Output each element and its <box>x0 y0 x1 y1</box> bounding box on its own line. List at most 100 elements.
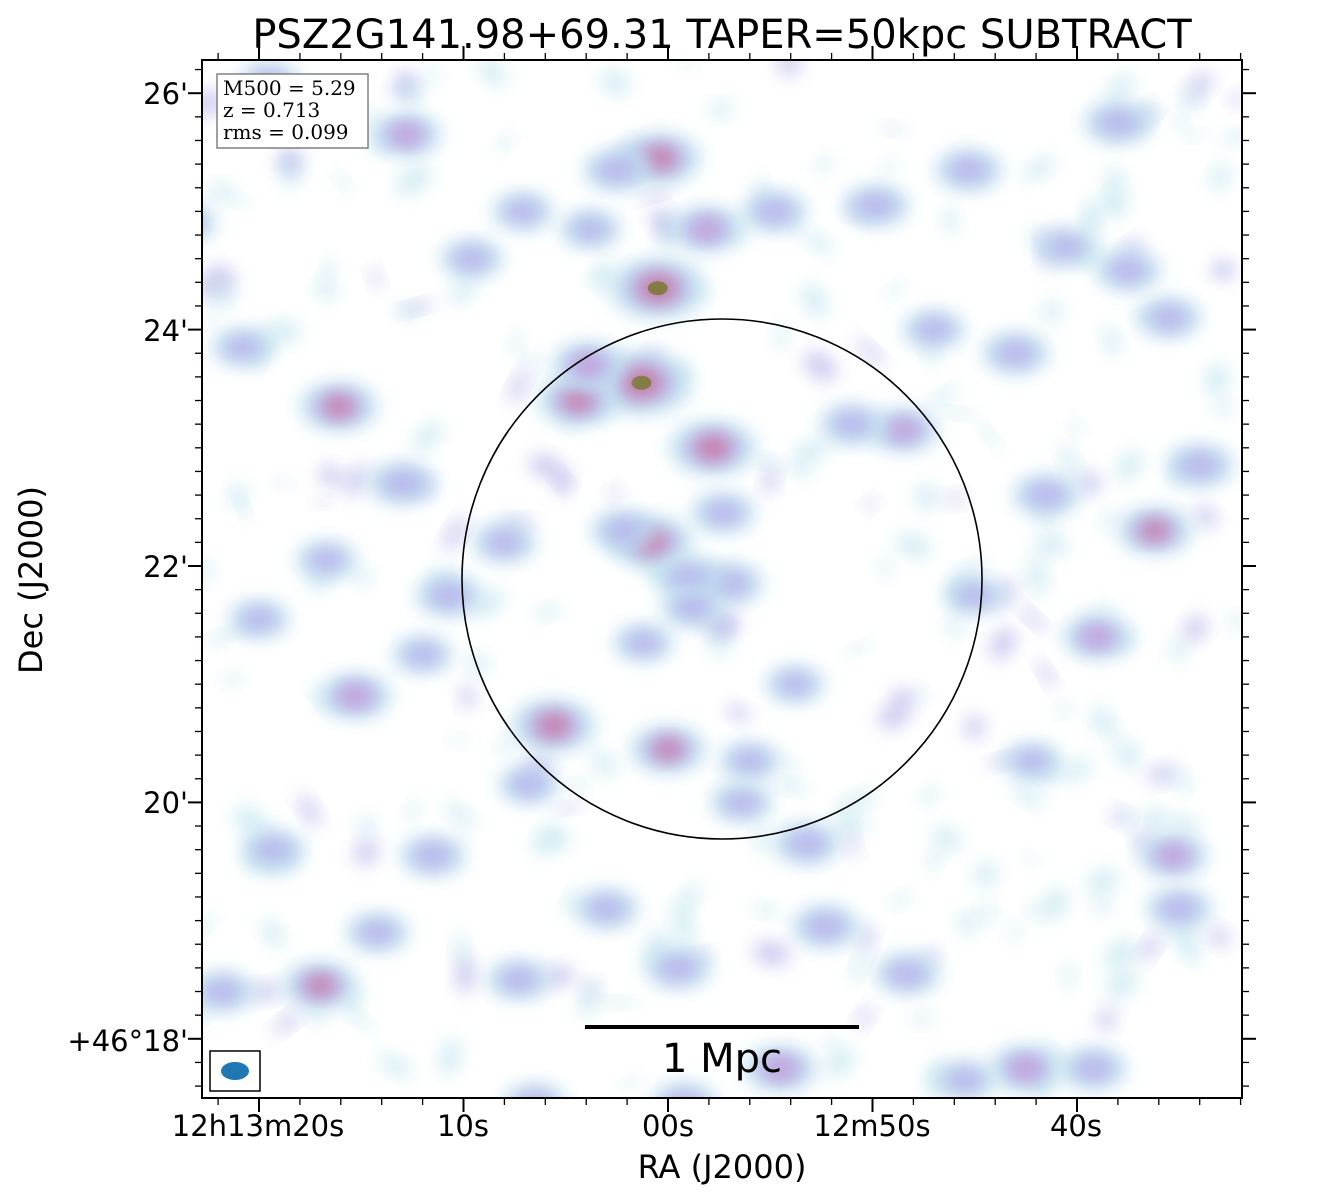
emission-blob <box>955 583 995 608</box>
emission-peak <box>644 147 676 170</box>
noise-speck <box>1077 472 1101 495</box>
noise-speck <box>1171 815 1199 834</box>
noise-speck <box>349 1011 372 1030</box>
noise-speck <box>1022 156 1056 181</box>
noise-speck <box>591 261 614 287</box>
noise-speck <box>608 486 622 499</box>
emission-blob <box>1071 1054 1116 1083</box>
noise-speck <box>791 458 811 478</box>
noise-speck <box>1116 450 1143 482</box>
noise-speck <box>895 533 932 558</box>
noise-speck <box>1041 300 1062 322</box>
noise-speck <box>945 618 964 637</box>
noise-speck <box>211 282 236 307</box>
y-tick-label: 24' <box>143 314 188 348</box>
emission-peak <box>767 1058 794 1078</box>
noise-speck <box>753 903 778 917</box>
noise-speck <box>1106 969 1138 1000</box>
emission-peak <box>1141 520 1169 541</box>
noise-speck <box>208 635 226 648</box>
noise-speck <box>405 801 420 820</box>
noise-speck <box>990 627 1016 660</box>
noise-speck <box>1041 888 1069 920</box>
noise-speck <box>274 477 291 487</box>
emission-blob <box>1177 451 1223 480</box>
noise-speck <box>450 735 465 746</box>
noise-speck <box>826 1046 854 1077</box>
noise-speck <box>577 987 601 1016</box>
noise-speck <box>449 280 477 303</box>
emission-blob <box>411 842 455 870</box>
noise-speck <box>708 101 734 118</box>
emission-blob <box>913 316 955 343</box>
noise-speck <box>1147 765 1177 784</box>
noise-speck <box>1170 769 1185 786</box>
noise-speck <box>774 326 789 347</box>
emission-brightest <box>647 281 668 296</box>
scale-bar: 1 Mpc <box>585 1025 859 1082</box>
noise-speck <box>1069 420 1083 434</box>
noise-speck <box>353 840 379 866</box>
x-tick-label: 12h13m20s <box>172 1109 344 1143</box>
plot-frame <box>201 59 1243 1099</box>
noise-speck <box>881 159 898 173</box>
noise-speck <box>600 69 630 95</box>
noise-speck <box>273 1011 302 1034</box>
emission-blob <box>664 1090 705 1098</box>
noise-speck <box>1007 925 1021 940</box>
emission-blob <box>1095 108 1141 137</box>
noise-speck <box>803 351 837 381</box>
emission-blob <box>1024 481 1069 509</box>
emission-peak <box>1012 1058 1040 1079</box>
emission-blob <box>666 563 711 592</box>
noise-speck <box>947 492 965 506</box>
noise-speck <box>1171 922 1199 956</box>
noise-speck <box>1033 533 1068 556</box>
noise-speck <box>1027 904 1043 919</box>
noise-speck <box>1104 717 1119 740</box>
noise-speck <box>445 801 475 829</box>
noise-speck <box>914 484 939 510</box>
noise-speck <box>677 884 701 913</box>
noise-speck <box>1059 443 1080 479</box>
emission-blob <box>202 978 244 1005</box>
emission-blob <box>403 642 443 668</box>
emission-blob <box>570 216 611 242</box>
noise-speck <box>1208 927 1231 947</box>
noise-speck <box>1093 895 1111 914</box>
emission-peak <box>537 714 570 737</box>
emission-blob <box>594 156 639 184</box>
noise-speck <box>926 386 959 407</box>
emission-blob <box>516 1090 554 1098</box>
noise-speck <box>533 604 562 619</box>
noise-speck <box>603 998 638 1007</box>
emission-blob <box>993 339 1038 368</box>
emission-blob <box>1157 895 1201 923</box>
noise-speck <box>1103 938 1138 970</box>
noise-speck <box>880 124 906 135</box>
noise-speck <box>836 798 855 820</box>
emission-blob <box>656 954 701 982</box>
emission-blob <box>508 772 549 798</box>
beam-indicator <box>209 1050 261 1092</box>
noise-speck <box>942 208 959 232</box>
noise-speck <box>773 779 808 793</box>
noise-speck <box>1229 92 1242 106</box>
emission-blob <box>775 672 814 697</box>
emission-blob <box>752 197 796 225</box>
emission-blob <box>830 410 874 438</box>
noise-speck <box>1091 704 1108 735</box>
emission-blob <box>222 334 263 360</box>
noise-speck <box>939 408 976 418</box>
noise-speck <box>458 686 476 708</box>
noise-speck <box>864 497 877 510</box>
noise-speck <box>832 815 870 834</box>
emission-halo <box>503 1083 567 1098</box>
emission-blob <box>885 960 929 988</box>
emission-blob <box>427 581 472 610</box>
emission-blob <box>1106 256 1150 285</box>
noise-speck <box>1195 505 1217 529</box>
noise-speck <box>529 454 563 479</box>
info-box: M500 = 5.29 z = 0.713 rms = 0.099 <box>216 73 369 149</box>
